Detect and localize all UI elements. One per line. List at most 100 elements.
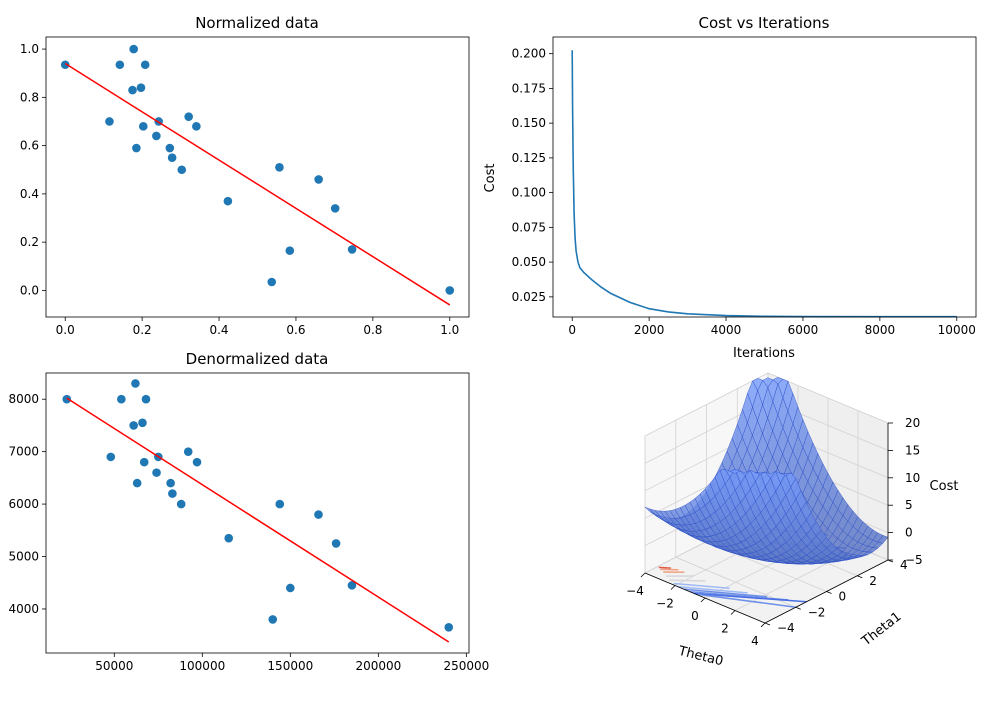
y-tick-label: 0.175	[512, 81, 546, 95]
theta0-tick-mark	[700, 597, 706, 603]
regression-line	[64, 62, 451, 306]
theta1-tick-label: −4	[777, 621, 795, 635]
y-tick-label: 4000	[8, 602, 39, 616]
axes-frame	[45, 372, 470, 654]
y-tick-label: 8000	[8, 392, 39, 406]
contour-line	[700, 593, 796, 608]
data-point	[275, 163, 284, 172]
data-point	[314, 510, 323, 519]
data-point	[152, 131, 161, 141]
data-point	[275, 499, 285, 509]
x-tick-label: 200000	[355, 659, 401, 673]
data-point	[184, 112, 193, 121]
data-point	[152, 468, 161, 477]
iterations-axis-label: Iterations	[733, 346, 795, 361]
x-tick-label: 0.2	[133, 323, 152, 337]
data-point	[285, 246, 295, 255]
y-tick-label: 7000	[8, 445, 39, 459]
y-tick-label: 6000	[8, 497, 39, 511]
theta1-tick-label: −2	[808, 605, 826, 619]
normalized-data-title: Normalized data	[195, 14, 319, 32]
x-tick-label: 0	[568, 323, 576, 337]
contour-line	[658, 566, 671, 569]
contour-line	[694, 592, 807, 603]
y-tick-label: 0.4	[20, 187, 39, 201]
data-point	[115, 60, 125, 70]
data-point	[347, 245, 357, 254]
contour-line	[669, 579, 706, 582]
axes-frame	[552, 36, 977, 318]
x-tick-label: 250000	[443, 659, 489, 673]
theta1-tick-label: 2	[869, 574, 877, 588]
theta0-tick-mark	[640, 572, 646, 578]
data-point	[62, 394, 72, 404]
data-point	[132, 143, 141, 153]
cost-tick-label: −5	[905, 553, 923, 567]
data-point	[105, 117, 114, 126]
data-point	[140, 60, 150, 70]
data-point	[166, 478, 175, 488]
y-tick-label: 0.0	[20, 283, 39, 297]
cost-z-axis-label: Cost	[930, 479, 959, 494]
cost-axis-label: Cost	[483, 164, 498, 193]
y-tick-label: 0.025	[512, 290, 546, 304]
cost-tick-label: 0	[905, 526, 913, 540]
x-tick-label: 50000	[95, 659, 133, 673]
theta1-tick-label: 0	[839, 590, 847, 604]
y-tick-label: 0.125	[512, 151, 546, 165]
theta0-tick-label: −4	[626, 584, 644, 598]
data-point	[129, 421, 138, 430]
z-gridline	[644, 372, 889, 437]
data-point	[224, 533, 234, 543]
y-tick-label: 0.050	[512, 255, 546, 269]
x-tick-label: 0.8	[363, 323, 382, 337]
data-point	[132, 478, 142, 488]
contour-line	[673, 582, 730, 589]
cost-tick-label: 10	[905, 471, 920, 485]
data-point	[131, 379, 140, 388]
x-tick-label: 2000	[634, 323, 665, 337]
y-tick-label: 0.6	[20, 139, 39, 153]
y-tick-label: 0.200	[512, 47, 546, 61]
y-tick-label: 0.2	[20, 235, 39, 249]
y-tick-label: 0.8	[20, 90, 39, 104]
data-point	[117, 394, 126, 404]
data-point	[177, 165, 187, 175]
data-point	[314, 175, 323, 184]
contour-line	[677, 586, 748, 594]
x-tick-label: 8000	[865, 323, 896, 337]
axes-frame	[45, 36, 470, 318]
normalized-data-plot: Normalized data 0.0 0.2 0.4 0.6 0.8 1.0 0.0 0.2…	[20, 14, 470, 337]
data-point	[129, 44, 138, 54]
cost-tick-label: 15	[905, 443, 920, 457]
cost-surface-3d-plot: Theta0 Theta1 Cost −4−2024−4−2024−505101…	[626, 372, 959, 669]
data-point	[347, 581, 357, 590]
cost-vs-iterations-plot: Cost vs Iterations Iterations Cost 0 2000…	[483, 14, 977, 361]
x-tick-label: 0.6	[286, 323, 305, 337]
theta0-tick-mark	[730, 610, 736, 615]
x-tick-label: 0.0	[56, 323, 75, 337]
denormalized-data-title: Denormalized data	[186, 350, 329, 368]
denormalized-data-plot: Denormalized data 50000 100000 150000 20000…	[8, 350, 489, 673]
theta1-tick-mark	[764, 622, 771, 626]
x-tick-label: 4000	[711, 323, 742, 337]
regression-line	[66, 397, 450, 643]
data-point	[192, 457, 202, 467]
data-point	[286, 583, 295, 593]
data-point	[268, 615, 278, 624]
data-point	[444, 623, 454, 632]
theta1-tick-mark	[826, 591, 832, 594]
data-point	[106, 452, 116, 462]
cost-line	[571, 50, 957, 318]
theta0-tick-label: 4	[751, 634, 759, 648]
x-tick-label: 0.4	[209, 323, 228, 337]
data-point	[136, 83, 146, 92]
data-point	[165, 143, 175, 153]
theta0-tick-label: 2	[721, 622, 729, 636]
theta0-tick-label: −2	[656, 597, 674, 611]
y-tick-label: 5000	[8, 550, 39, 564]
x-tick-label: 10000	[938, 323, 976, 337]
y-tick-label: 1.0	[20, 42, 39, 56]
